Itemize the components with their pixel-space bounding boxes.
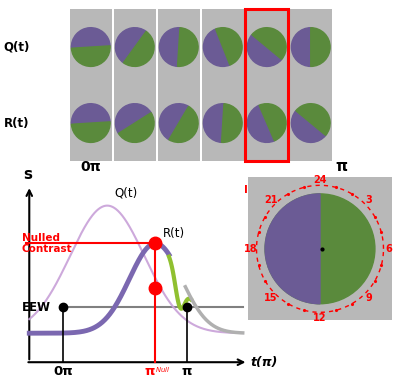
Wedge shape [72,122,110,143]
Circle shape [72,28,110,66]
Wedge shape [116,28,146,63]
Text: 0π: 0π [53,365,72,377]
Circle shape [248,28,286,66]
Wedge shape [160,28,180,66]
Wedge shape [216,28,242,65]
Circle shape [116,104,154,143]
Text: $_{Null}$: $_{Null}$ [155,365,170,375]
Text: π: π [144,365,154,377]
Wedge shape [248,35,282,66]
Wedge shape [292,28,311,66]
Text: 3: 3 [366,195,372,205]
Text: 21: 21 [264,195,278,205]
Circle shape [160,104,198,143]
Circle shape [72,104,110,143]
Wedge shape [296,104,330,135]
Text: Identity
Point: Identity Point [244,185,290,207]
Bar [70,9,112,85]
Bar [114,85,156,161]
Bar [158,85,200,161]
Text: π: π [182,365,192,377]
Wedge shape [116,104,151,133]
Bar [114,9,156,85]
Wedge shape [204,104,224,143]
Wedge shape [252,28,286,60]
Text: R(t): R(t) [4,116,29,130]
Wedge shape [222,104,242,143]
Text: t(π): t(π) [250,356,278,369]
Circle shape [265,194,375,304]
Bar [246,9,288,85]
Circle shape [248,104,286,143]
Circle shape [204,28,242,66]
Wedge shape [72,104,110,124]
Wedge shape [204,29,230,66]
Wedge shape [311,28,330,66]
Text: 0π: 0π [80,160,101,174]
Bar [202,85,244,161]
Text: 6: 6 [386,244,393,254]
Bar [290,85,332,161]
Wedge shape [123,31,154,66]
Text: 15: 15 [264,293,278,303]
Wedge shape [178,28,198,66]
Text: 24: 24 [313,175,327,185]
Circle shape [204,104,242,143]
Bar [202,9,244,85]
Bar [290,9,332,85]
Text: 9: 9 [366,293,372,303]
Bar [158,9,200,85]
Wedge shape [169,106,198,143]
Circle shape [116,28,154,66]
Wedge shape [292,111,326,143]
Text: π: π [336,159,348,174]
Text: s: s [23,167,32,182]
Bar [246,85,288,161]
Bar [245,9,288,161]
Circle shape [292,28,330,66]
Circle shape [292,104,330,143]
Text: EEW: EEW [22,300,51,314]
Text: Q(t): Q(t) [4,41,30,54]
Text: Nulled
Contrast: Nulled Contrast [22,233,72,254]
Wedge shape [160,104,189,140]
Wedge shape [72,46,110,66]
Text: 18: 18 [244,244,258,254]
Wedge shape [72,28,110,48]
Text: 12: 12 [313,313,327,323]
Wedge shape [265,194,320,304]
Bar [70,85,112,161]
Wedge shape [118,113,154,143]
Text: Q(t): Q(t) [115,187,138,200]
Text: R(t): R(t) [163,227,185,241]
Wedge shape [248,105,274,143]
Circle shape [160,28,198,66]
Wedge shape [259,104,286,141]
